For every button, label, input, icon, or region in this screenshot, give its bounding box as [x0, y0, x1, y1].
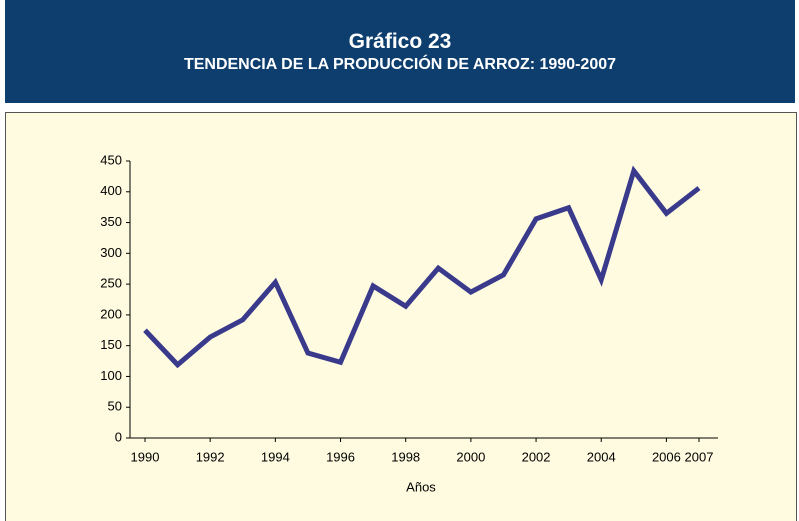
header-subtitle: TENDENCIA DE LA PRODUCCIÓN DE ARROZ: 199… [183, 56, 617, 73]
x-tick-label: 2002 [522, 449, 551, 464]
y-tick-label: 50 [108, 399, 122, 414]
x-tick-label: 2004 [587, 449, 616, 464]
x-tick-label: 1998 [391, 449, 420, 464]
x-tick-label: 2006 [652, 449, 681, 464]
x-tick-label: 1990 [131, 449, 160, 464]
y-tick-label: 400 [100, 183, 122, 198]
data-line [143, 165, 701, 369]
header: Gráfico 23 TENDENCIA DE LA PRODUCCIÓN DE… [5, 0, 795, 103]
y-tick-label: 150 [100, 337, 122, 352]
y-tick-label: 450 [100, 152, 122, 167]
y-tick-label: 300 [100, 245, 122, 260]
y-tick-label: 100 [100, 368, 122, 383]
chart-panel [5, 112, 797, 521]
x-tick-label: 1994 [261, 449, 290, 464]
x-tick-label: 2000 [456, 449, 485, 464]
x-tick-label: 2007 [685, 449, 714, 464]
y-tick-label: 250 [100, 276, 122, 291]
x-tick-label: 1996 [326, 449, 355, 464]
y-tick-label: 350 [100, 214, 122, 229]
y-tick-label: 200 [100, 306, 122, 321]
y-tick-label: 0 [115, 429, 122, 444]
x-tick-label: 1992 [196, 449, 225, 464]
x-axis-label: Años [406, 479, 436, 494]
header-title: Gráfico 23 [348, 30, 452, 53]
